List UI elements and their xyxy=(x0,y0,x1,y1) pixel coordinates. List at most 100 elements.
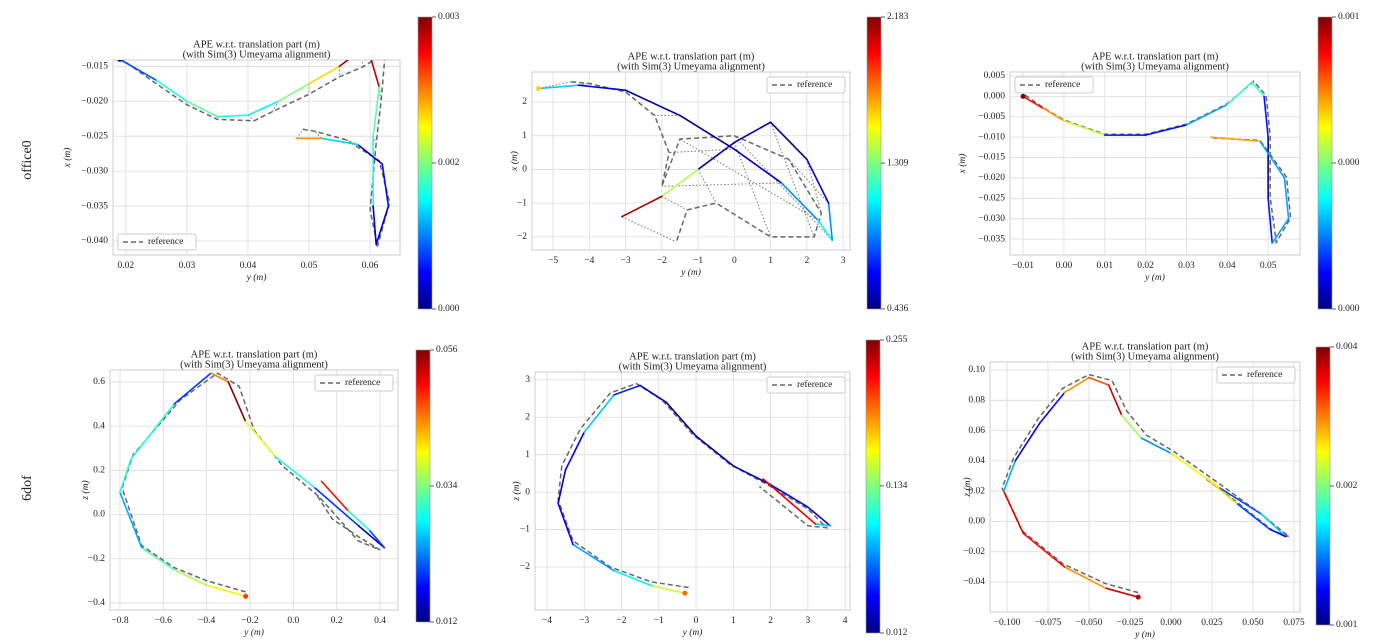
y-axis-label: z (m) xyxy=(962,477,973,497)
trajectory-segment xyxy=(621,195,663,218)
x-tick-label: 0.05 xyxy=(301,261,318,271)
trajectory-segment xyxy=(357,524,386,549)
trajectory-segment xyxy=(119,60,158,82)
trajectory-segment xyxy=(557,468,567,505)
legend-box xyxy=(117,233,197,251)
trajectory-segment xyxy=(1140,437,1172,455)
x-axis-label: y (m) xyxy=(680,267,701,278)
trajectory-segment xyxy=(679,114,736,151)
row-label: 6dof xyxy=(20,475,35,501)
legend-label: reference xyxy=(148,236,183,247)
y-tick-label: −0.4 xyxy=(88,598,105,608)
trajectory-segment xyxy=(308,65,341,85)
colorbar xyxy=(865,339,881,634)
legend-box xyxy=(1014,76,1094,94)
trajectory-segment xyxy=(1039,391,1066,424)
y-tick-label: 0.000 xyxy=(984,92,1006,102)
legend-label: reference xyxy=(1045,79,1080,90)
trajectory-segment xyxy=(358,52,370,55)
plot-area xyxy=(1009,71,1301,256)
trajectory-segment xyxy=(827,202,834,242)
trajectory-segment xyxy=(697,141,736,171)
y-tick-label: −0.030 xyxy=(81,166,108,176)
trajectory-segment xyxy=(275,456,316,489)
subtitle: (with Sim(3) Umeyama alignment) xyxy=(183,49,331,60)
trajectory-segment xyxy=(381,163,390,207)
y-tick-label: −0.020 xyxy=(81,96,108,106)
y-tick-label: −1 xyxy=(517,198,527,208)
trajectory-segment xyxy=(247,100,280,117)
x-tick-label: 1 xyxy=(768,256,773,266)
plot-content xyxy=(1001,373,1290,600)
alignment-connector xyxy=(788,158,829,204)
x-tick-label: 0 xyxy=(732,256,737,266)
y-tick-label: 0.06 xyxy=(968,426,985,436)
y-tick-label: 1 xyxy=(525,450,530,460)
x-tick-label: 0.05 xyxy=(1260,261,1277,271)
colorbar-tick-label: 0.001 xyxy=(1338,12,1360,22)
y-tick-label: 3 xyxy=(525,375,530,385)
trajectory-segment xyxy=(119,458,132,494)
x-tick-label: 0.0 xyxy=(287,616,299,626)
y-tick-label: 0.10 xyxy=(968,365,985,375)
title: APE w.r.t. translation part (m) xyxy=(191,349,318,360)
y-tick-label: −2 xyxy=(520,562,530,572)
y-tick-label: 0.005 xyxy=(984,71,1006,81)
plot-content xyxy=(117,52,391,247)
y-tick-label: −2 xyxy=(517,232,527,242)
plot-content xyxy=(557,382,832,596)
colorbar xyxy=(1317,16,1333,310)
y-tick-label: 2 xyxy=(522,97,527,107)
colorbar-tick-label: 2.183 xyxy=(887,12,909,22)
trajectory-segment xyxy=(762,478,817,525)
y-axis-label: x (m) xyxy=(509,151,520,172)
trajectory-segment xyxy=(372,86,381,137)
x-axis-label: y (m) xyxy=(1144,272,1165,283)
trajectory-segment xyxy=(1063,120,1106,136)
x-tick-label: 0 xyxy=(694,616,699,626)
trajectory-segment xyxy=(375,205,390,246)
y-tick-label: 0.2 xyxy=(93,466,105,476)
y-tick-label: −0.035 xyxy=(81,201,108,211)
y-axis-label: z (m) xyxy=(80,480,91,500)
reference-line xyxy=(121,60,391,247)
trajectory-segment xyxy=(1267,197,1274,244)
trajectory-start xyxy=(1135,594,1141,600)
colorbar xyxy=(1315,346,1331,626)
y-tick-label: 0.00 xyxy=(968,517,985,527)
alignment-connector xyxy=(770,122,815,238)
y-tick-label: 0 xyxy=(522,165,527,175)
trajectory-segment xyxy=(1104,587,1139,598)
trajectory-segment xyxy=(357,143,384,165)
subtitle: (with Sim(3) Umeyama alignment) xyxy=(617,61,765,72)
y-tick-label: 0 xyxy=(525,487,530,497)
colorbar-tick-label: 0.056 xyxy=(436,345,458,355)
y-axis-label: x (m) xyxy=(957,154,968,175)
subtitle: (with Sim(3) Umeyama alignment) xyxy=(1081,61,1229,72)
subtitle: (with Sim(3) Umeyama alignment) xyxy=(1071,351,1219,362)
title: APE w.r.t. translation part (m) xyxy=(628,51,755,62)
y-axis-label: x (m) xyxy=(62,148,73,169)
trajectory-segment xyxy=(639,384,668,404)
trajectory-segment xyxy=(1063,566,1107,589)
trajectory-segment xyxy=(320,480,349,511)
trajectory-segment xyxy=(1263,95,1269,138)
x-tick-label: 0.2 xyxy=(331,616,343,626)
trajectory-segment xyxy=(769,121,808,161)
reference-line xyxy=(557,382,829,589)
trajectory-segment xyxy=(537,84,580,90)
y-tick-label: −0.020 xyxy=(978,173,1005,183)
x-axis-label: y (m) xyxy=(1134,629,1155,640)
trajectory-segment xyxy=(769,483,809,508)
x-tick-label: 3 xyxy=(841,256,846,266)
trajectory-start xyxy=(1020,93,1026,99)
trajectory-segment xyxy=(1121,414,1143,439)
trajectory-segment xyxy=(1226,81,1253,106)
trajectory-segment xyxy=(1260,513,1287,538)
trajectory-segment xyxy=(1185,103,1229,126)
trajectory-segment xyxy=(1002,460,1017,492)
trajectory-segment xyxy=(661,168,699,198)
x-tick-label: −0.025 xyxy=(1117,618,1144,628)
x-tick-label: −3 xyxy=(620,256,630,266)
